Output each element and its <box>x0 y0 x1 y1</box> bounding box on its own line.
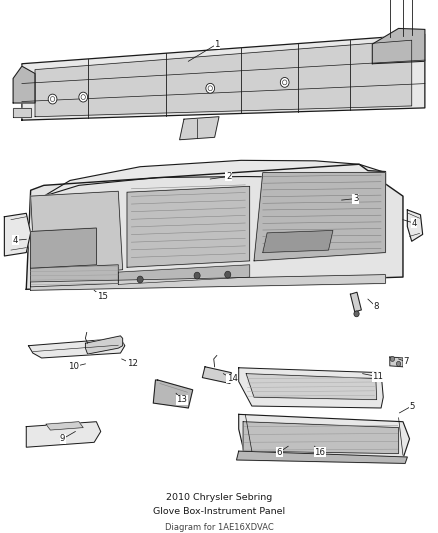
Polygon shape <box>180 117 219 140</box>
Polygon shape <box>153 380 193 408</box>
Polygon shape <box>246 374 377 400</box>
Polygon shape <box>26 164 403 289</box>
Text: 1: 1 <box>214 39 219 49</box>
Circle shape <box>225 271 231 278</box>
Circle shape <box>137 276 143 283</box>
Polygon shape <box>28 338 125 358</box>
Text: 12: 12 <box>127 359 138 368</box>
Polygon shape <box>350 292 361 312</box>
Circle shape <box>390 357 395 361</box>
Polygon shape <box>372 28 425 64</box>
Text: Diagram for 1AE16XDVAC: Diagram for 1AE16XDVAC <box>165 523 273 532</box>
Polygon shape <box>31 228 96 268</box>
Polygon shape <box>263 230 333 253</box>
Polygon shape <box>407 210 423 241</box>
Polygon shape <box>4 213 31 256</box>
Text: 2: 2 <box>226 172 231 181</box>
Polygon shape <box>35 40 412 117</box>
Polygon shape <box>239 414 410 458</box>
Text: 14: 14 <box>226 374 238 383</box>
Circle shape <box>206 83 215 93</box>
Text: 4: 4 <box>13 236 18 245</box>
Text: 5: 5 <box>409 401 414 410</box>
Polygon shape <box>31 265 118 287</box>
Circle shape <box>79 92 88 102</box>
Text: 15: 15 <box>96 292 108 301</box>
Polygon shape <box>239 368 383 408</box>
Circle shape <box>194 272 200 279</box>
Circle shape <box>280 77 289 87</box>
Text: 3: 3 <box>353 194 358 203</box>
Polygon shape <box>243 422 399 454</box>
Text: 7: 7 <box>404 358 409 366</box>
Polygon shape <box>44 160 385 196</box>
Text: Glove Box-Instrument Panel: Glove Box-Instrument Panel <box>153 507 285 516</box>
Polygon shape <box>127 187 250 267</box>
Polygon shape <box>237 451 407 463</box>
Text: 2010 Chrysler Sebring: 2010 Chrysler Sebring <box>166 492 272 502</box>
Text: 13: 13 <box>176 395 187 404</box>
Circle shape <box>48 94 57 104</box>
Circle shape <box>396 361 401 366</box>
Polygon shape <box>118 265 250 285</box>
Text: 9: 9 <box>60 434 65 443</box>
Polygon shape <box>85 336 123 354</box>
Polygon shape <box>46 422 83 430</box>
Text: 11: 11 <box>372 372 383 381</box>
Polygon shape <box>22 34 425 120</box>
Polygon shape <box>31 191 123 277</box>
Circle shape <box>354 311 359 317</box>
Polygon shape <box>13 108 31 117</box>
Text: 4: 4 <box>411 219 417 228</box>
Polygon shape <box>31 274 385 290</box>
Polygon shape <box>390 357 403 367</box>
Polygon shape <box>26 422 101 447</box>
Text: 6: 6 <box>277 448 282 457</box>
Polygon shape <box>13 66 35 103</box>
Polygon shape <box>202 367 231 383</box>
Text: 8: 8 <box>373 302 378 311</box>
Text: 10: 10 <box>68 362 79 372</box>
Text: 16: 16 <box>314 448 325 457</box>
Polygon shape <box>254 173 385 261</box>
